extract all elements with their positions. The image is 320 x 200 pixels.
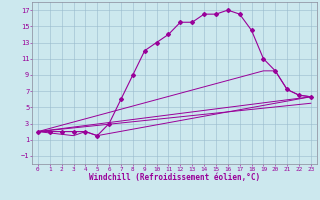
- X-axis label: Windchill (Refroidissement éolien,°C): Windchill (Refroidissement éolien,°C): [89, 173, 260, 182]
